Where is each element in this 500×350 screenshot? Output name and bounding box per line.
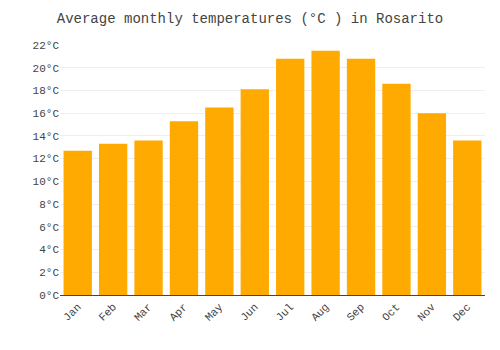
svg-text:Feb: Feb <box>97 301 119 323</box>
svg-text:Average monthly temperatures (: Average monthly temperatures (°C ) in Ro… <box>57 11 443 27</box>
svg-text:Mar: Mar <box>132 301 154 323</box>
svg-text:Jun: Jun <box>238 301 260 323</box>
svg-text:Aug: Aug <box>309 301 331 323</box>
svg-text:16°C: 16°C <box>33 108 60 120</box>
svg-text:8°C: 8°C <box>39 199 59 211</box>
svg-text:Sep: Sep <box>345 301 367 323</box>
svg-text:Apr: Apr <box>167 301 189 323</box>
svg-text:10°C: 10°C <box>33 176 60 188</box>
svg-text:Nov: Nov <box>415 301 438 324</box>
svg-text:22°C: 22°C <box>33 40 60 52</box>
svg-text:20°C: 20°C <box>33 63 60 75</box>
svg-text:Dec: Dec <box>451 301 473 323</box>
svg-text:18°C: 18°C <box>33 85 60 97</box>
svg-text:0°C: 0°C <box>39 290 59 302</box>
svg-text:May: May <box>203 301 226 324</box>
svg-text:2°C: 2°C <box>39 267 59 279</box>
svg-text:Jan: Jan <box>61 301 83 323</box>
svg-text:Jul: Jul <box>274 301 296 323</box>
svg-text:12°C: 12°C <box>33 153 60 165</box>
svg-text:4°C: 4°C <box>39 244 59 256</box>
svg-text:6°C: 6°C <box>39 222 59 234</box>
svg-text:14°C: 14°C <box>33 131 60 143</box>
svg-text:Oct: Oct <box>380 301 402 323</box>
